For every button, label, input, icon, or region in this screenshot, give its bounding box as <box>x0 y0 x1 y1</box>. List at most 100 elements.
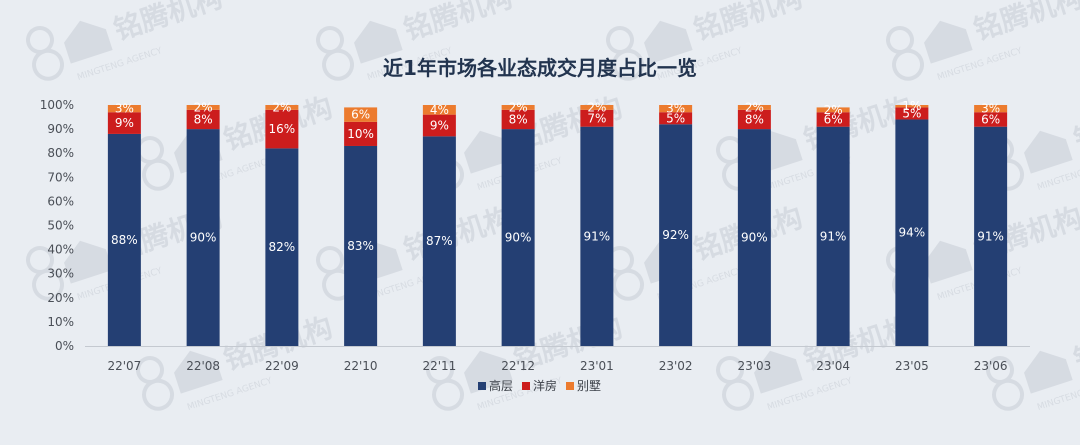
watermark-logo-ring-top <box>26 246 54 274</box>
y-tick-label: 20% <box>47 291 74 305</box>
data-label: 10% <box>347 127 374 141</box>
bar-segment-洋房 <box>816 112 850 127</box>
x-tick-label: 22'08 <box>186 359 220 373</box>
watermark-logo-ring-top <box>316 26 344 54</box>
watermark-logo-ring-top <box>886 26 914 54</box>
bar-segment-别墅 <box>895 105 929 108</box>
y-tick-label: 50% <box>47 219 74 233</box>
bar-segment-高层 <box>107 133 141 346</box>
bar-segment-高层 <box>974 126 1008 346</box>
watermark-house-icon <box>64 20 113 64</box>
data-label: 8% <box>509 112 528 126</box>
y-tick-label: 30% <box>47 267 74 281</box>
watermark-logo-ring-top <box>426 356 454 384</box>
data-label: 3% <box>981 102 1000 116</box>
data-label: 9% <box>115 116 134 130</box>
x-tick-label: 22'11 <box>422 359 456 373</box>
bar-segment-高层 <box>186 129 220 346</box>
watermark-logo-ring-bottom <box>142 158 175 191</box>
watermark-logo-ring-top <box>26 26 54 54</box>
data-label: 16% <box>269 122 296 136</box>
bar-segment-高层 <box>344 145 378 346</box>
data-label: 8% <box>745 112 764 126</box>
watermark-logo-ring-bottom <box>322 48 355 81</box>
data-label: 91% <box>584 229 611 243</box>
bar-segment-洋房 <box>344 121 378 146</box>
bar-segment-洋房 <box>895 107 929 120</box>
watermark-logo-ring-top <box>316 246 344 274</box>
y-tick-label: 60% <box>47 194 74 208</box>
bar-segment-洋房 <box>107 112 141 134</box>
watermark-text: 铭腾机构 <box>1070 311 1080 377</box>
data-label: 7% <box>587 111 606 125</box>
y-tick-label: 10% <box>47 315 74 329</box>
watermark-logo-ring-top <box>606 26 634 54</box>
data-label: 3% <box>115 102 134 116</box>
x-tick-label: 23'05 <box>895 359 929 373</box>
legend-swatch <box>566 382 574 390</box>
watermark-house-icon <box>354 20 403 64</box>
y-tick-label: 90% <box>47 122 74 136</box>
data-label: 2% <box>587 100 606 114</box>
data-label: 2% <box>509 100 528 114</box>
y-tick-label: 100% <box>40 98 74 112</box>
data-label: 6% <box>351 108 370 122</box>
bar-segment-高层 <box>816 126 850 346</box>
watermark-house-icon <box>464 130 513 174</box>
bar-segment-洋房 <box>580 109 614 127</box>
y-tick-label: 70% <box>47 170 74 184</box>
x-tick-label: 23'03 <box>737 359 771 373</box>
x-tick-label: 23'02 <box>659 359 693 373</box>
data-label: 87% <box>426 234 453 248</box>
data-label: 94% <box>899 226 926 240</box>
watermark-house-icon <box>1024 350 1073 394</box>
bar-segment-洋房 <box>501 109 535 130</box>
watermark-logo-ring-bottom <box>612 268 645 301</box>
watermark-house-icon <box>1024 130 1073 174</box>
bar-segment-高层 <box>737 129 771 346</box>
x-tick-label: 22'09 <box>265 359 299 373</box>
data-label: 1% <box>902 99 921 113</box>
data-label: 90% <box>505 231 532 245</box>
watermark-logo-ring-top <box>136 356 164 384</box>
watermark-logo-ring-bottom <box>992 378 1025 411</box>
watermark-logo-ring-bottom <box>432 378 465 411</box>
bar-segment-高层 <box>659 124 693 346</box>
legend-swatch <box>522 382 530 390</box>
data-label: 92% <box>662 228 689 242</box>
data-label: 91% <box>820 229 847 243</box>
data-label: 2% <box>194 100 213 114</box>
data-label: 5% <box>666 111 685 125</box>
chart-title: 近1年市场各业态成交月度占比一览 <box>383 56 697 80</box>
bar-segment-别墅 <box>344 107 378 122</box>
bar-segment-高层 <box>422 136 456 346</box>
bar-segment-别墅 <box>107 105 141 113</box>
x-tick-label: 23'04 <box>816 359 850 373</box>
x-tick-label: 22'07 <box>107 359 141 373</box>
x-tick-label: 22'10 <box>344 359 378 373</box>
bar-segment-高层 <box>895 119 929 347</box>
watermark-text: 铭腾机构 <box>1070 91 1080 157</box>
y-tick-label: 0% <box>55 339 74 353</box>
x-tick-label: 23'01 <box>580 359 614 373</box>
data-label: 91% <box>977 229 1004 243</box>
legend-label: 高层 <box>489 378 513 393</box>
bar-segment-高层 <box>501 129 535 346</box>
legend-label: 别墅 <box>577 379 601 393</box>
bar-segment-别墅 <box>580 105 614 110</box>
watermark-house-icon <box>174 350 223 394</box>
data-label: 9% <box>430 118 449 132</box>
watermark-logo-ring-bottom <box>32 268 65 301</box>
y-tick-label: 80% <box>47 146 74 160</box>
bar-segment-高层 <box>265 148 299 346</box>
legend-item: 高层 <box>478 378 513 393</box>
watermark-house-icon <box>464 350 513 394</box>
data-label: 6% <box>981 112 1000 126</box>
data-label: 6% <box>824 112 843 126</box>
watermark-house-icon <box>924 20 973 64</box>
watermark-logo-ring-bottom <box>612 48 645 81</box>
data-label: 2% <box>272 100 291 114</box>
legend-item: 别墅 <box>566 379 601 393</box>
